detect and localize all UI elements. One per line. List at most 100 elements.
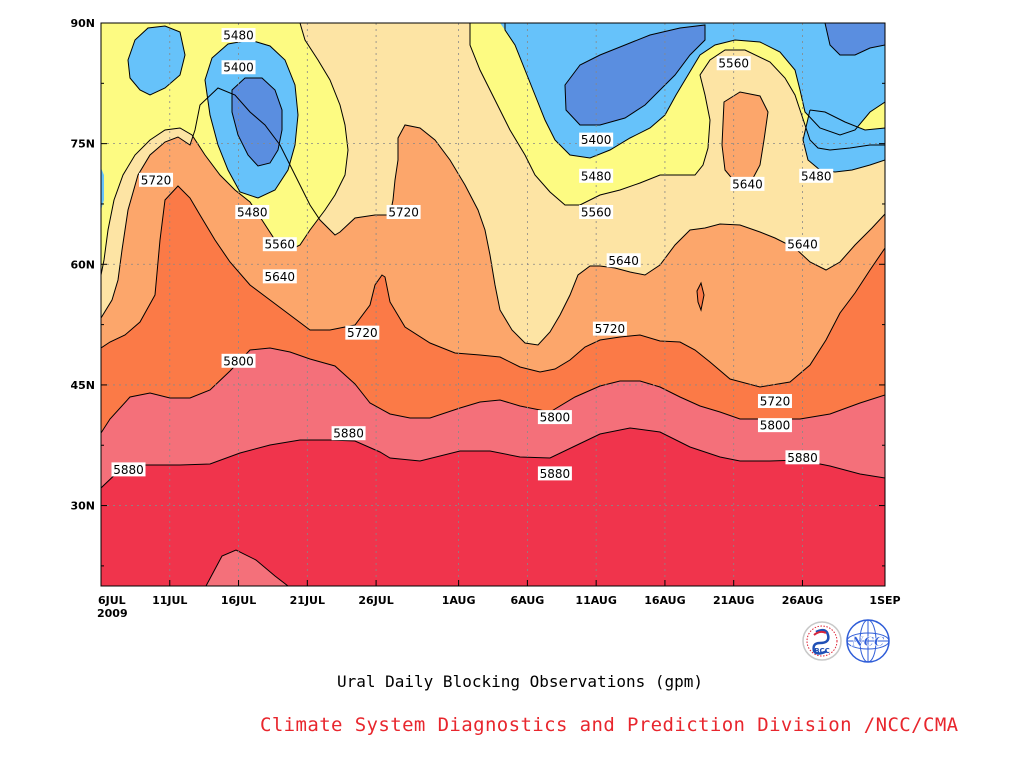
contour-line-5400-corner bbox=[824, 23, 885, 56]
fill-below-5400-right bbox=[565, 25, 705, 125]
contour-line-5880 bbox=[101, 427, 885, 489]
contour-label-bg bbox=[537, 410, 572, 425]
fill-5400-5480-left bbox=[128, 26, 185, 95]
contour-label-bg bbox=[606, 253, 641, 268]
bcc-logo: BCC bbox=[802, 621, 842, 661]
contour-label-text: 5880 bbox=[333, 427, 364, 441]
contour-label: 5640 bbox=[785, 237, 820, 252]
x-tick-label: 16AUG bbox=[644, 594, 685, 607]
contour-label-bg bbox=[579, 168, 614, 183]
contour-label-text: 5560 bbox=[265, 238, 296, 252]
contour-line-5800 bbox=[101, 347, 885, 434]
contour-line-5400-mid bbox=[231, 77, 283, 167]
contour-label-text: 5800 bbox=[760, 419, 791, 433]
contour-line-5640 bbox=[101, 87, 885, 346]
contour-label-bg bbox=[757, 394, 792, 409]
contour-label: 5720 bbox=[386, 205, 421, 220]
fill-5800-5880-bubble bbox=[206, 550, 288, 586]
contour-label-bg bbox=[235, 205, 270, 220]
contour-label-text: 5400 bbox=[581, 133, 612, 147]
contour-line-5720 bbox=[101, 185, 885, 388]
x-tick-label: 1SEP bbox=[869, 594, 900, 607]
contour-label-bg bbox=[262, 237, 297, 252]
contour-label-text: 5640 bbox=[265, 270, 296, 284]
y-tick-label: 90N bbox=[70, 17, 95, 30]
contour-label: 5560 bbox=[716, 56, 751, 71]
contour-label: 5480 bbox=[799, 168, 834, 183]
contour-label-text: 5880 bbox=[540, 467, 571, 481]
fill-5400-5480-right2 bbox=[803, 110, 885, 172]
contour-line-5720-dimple bbox=[696, 281, 705, 312]
contour-label: 5800 bbox=[537, 410, 572, 425]
contour-label-bg bbox=[785, 450, 820, 465]
contour-label: 5480 bbox=[221, 28, 256, 43]
ncc-logo-text: NCC bbox=[851, 635, 885, 650]
x-axis: 6JUL 11JUL 16JUL 21JUL 26JUL 1AUG 6AUG 11AUG 16A… bbox=[98, 580, 901, 607]
contour-label-text: 5880 bbox=[787, 451, 818, 465]
contour-label: 5640 bbox=[606, 253, 641, 268]
contour-label-bg bbox=[221, 60, 256, 75]
x-tick-label: 26AUG bbox=[782, 594, 823, 607]
fill-5400-5480-edge bbox=[101, 168, 104, 210]
contour-label-bg bbox=[757, 418, 792, 433]
contour-label-text: 5720 bbox=[760, 395, 791, 409]
contour-label: 5480 bbox=[235, 205, 270, 220]
contour-label-text: 5480 bbox=[801, 169, 832, 183]
contour-label-bg bbox=[730, 176, 765, 191]
contour-labels: 5480 5400 5720 5480 5560 5640 5720 5720 5800 5880… bbox=[111, 28, 834, 481]
contour-label-bg bbox=[221, 28, 256, 43]
x-tick-label: 11JUL bbox=[152, 594, 187, 607]
contour-line-5480-left bbox=[127, 25, 186, 96]
contour-label: 5640 bbox=[262, 269, 297, 284]
contour-label: 5720 bbox=[345, 325, 380, 340]
x-tick-label: 16JUL bbox=[221, 594, 256, 607]
contour-label-bg bbox=[111, 462, 146, 477]
contour-label: 5400 bbox=[579, 132, 614, 147]
chart-title: Ural Daily Blocking Observations (gpm) bbox=[336, 672, 704, 691]
contour-label-bg bbox=[386, 205, 421, 220]
credit-line: Climate System Diagnostics and Predictio… bbox=[260, 714, 959, 736]
contour-line-5560-right bbox=[469, 23, 885, 206]
contour-line-5560-left bbox=[101, 23, 349, 276]
contour-label-text: 5480 bbox=[237, 206, 268, 220]
contour-label-text: 5880 bbox=[113, 463, 144, 477]
contour-label-bg bbox=[221, 353, 256, 368]
contour-label-bg bbox=[785, 237, 820, 252]
y-tick-label: 60N bbox=[70, 258, 95, 271]
contour-label-bg bbox=[537, 466, 572, 481]
fill-below-5400-corner bbox=[825, 23, 885, 55]
contour-label-text: 5800 bbox=[223, 354, 254, 368]
x-tick-label: 6AUG bbox=[510, 594, 544, 607]
contour-label-bg bbox=[799, 168, 834, 183]
x-tick-label: 11AUG bbox=[575, 594, 616, 607]
contour-label-bg bbox=[579, 132, 614, 147]
contour-label-bg bbox=[716, 56, 751, 71]
contour-label: 5400 bbox=[221, 60, 256, 75]
y-tick-label: 30N bbox=[70, 500, 95, 513]
x-tick-label: 21AUG bbox=[713, 594, 754, 607]
contour-label: 5560 bbox=[262, 237, 297, 252]
contour-label: 5560 bbox=[579, 205, 614, 220]
y-axis: 30N 45N 60N 75N 90N bbox=[70, 17, 885, 567]
contour-label-bg bbox=[579, 205, 614, 220]
contour-label: 5720 bbox=[139, 172, 174, 187]
contour-label-text: 5560 bbox=[718, 57, 749, 71]
contour-label: 5880 bbox=[111, 462, 146, 477]
contour-label-text: 5640 bbox=[732, 177, 763, 191]
contour-fills bbox=[101, 23, 885, 586]
x-tick-label: 6JUL bbox=[98, 594, 126, 607]
contour-label-text: 5720 bbox=[141, 173, 172, 187]
y-tick-label: 45N bbox=[70, 379, 95, 392]
x-tick-label: 21JUL bbox=[290, 594, 325, 607]
contour-label: 5800 bbox=[757, 418, 792, 433]
contour-label: 5880 bbox=[331, 426, 366, 441]
x-tick-label: 1AUG bbox=[442, 594, 476, 607]
x-axis-year-label: 2009 bbox=[97, 607, 128, 620]
contour-label: 5720 bbox=[592, 321, 627, 336]
plot-frame bbox=[100, 22, 886, 587]
contour-line-5880-bubble bbox=[205, 549, 289, 586]
contour-label-text: 5640 bbox=[608, 254, 639, 268]
contour-label: 5880 bbox=[537, 466, 572, 481]
contour-label-text: 5640 bbox=[787, 238, 818, 252]
